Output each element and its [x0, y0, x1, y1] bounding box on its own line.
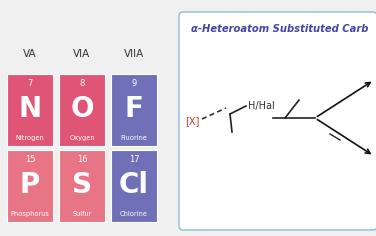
Text: S: S — [72, 171, 92, 198]
Text: 17: 17 — [129, 156, 139, 164]
Text: [X]: [X] — [186, 116, 200, 126]
Text: 7: 7 — [27, 80, 33, 88]
Text: O: O — [70, 95, 94, 122]
FancyBboxPatch shape — [179, 12, 376, 230]
Text: Cl: Cl — [119, 171, 149, 198]
Text: 15: 15 — [25, 156, 35, 164]
Text: VIA: VIA — [73, 49, 91, 59]
Text: Oxygen: Oxygen — [69, 135, 95, 141]
Text: H/Hal: H/Hal — [248, 101, 275, 111]
FancyBboxPatch shape — [7, 150, 53, 222]
Text: 9: 9 — [131, 80, 136, 88]
Text: Chlorine: Chlorine — [120, 211, 148, 217]
Text: α-Heteroatom Substituted Carb: α-Heteroatom Substituted Carb — [191, 24, 368, 34]
Text: N: N — [18, 95, 42, 122]
FancyBboxPatch shape — [111, 150, 157, 222]
Text: Phosphorus: Phosphorus — [11, 211, 49, 217]
Text: 8: 8 — [79, 80, 85, 88]
Text: Nitrogen: Nitrogen — [16, 135, 44, 141]
FancyBboxPatch shape — [59, 74, 105, 146]
Text: VA: VA — [23, 49, 37, 59]
Text: 16: 16 — [77, 156, 87, 164]
FancyBboxPatch shape — [7, 74, 53, 146]
FancyBboxPatch shape — [59, 150, 105, 222]
Text: VIIA: VIIA — [124, 49, 144, 59]
Text: Fluorine: Fluorine — [121, 135, 147, 141]
FancyBboxPatch shape — [111, 74, 157, 146]
Text: F: F — [124, 95, 143, 122]
Text: P: P — [20, 171, 40, 198]
Text: Sulfur: Sulfur — [72, 211, 92, 217]
